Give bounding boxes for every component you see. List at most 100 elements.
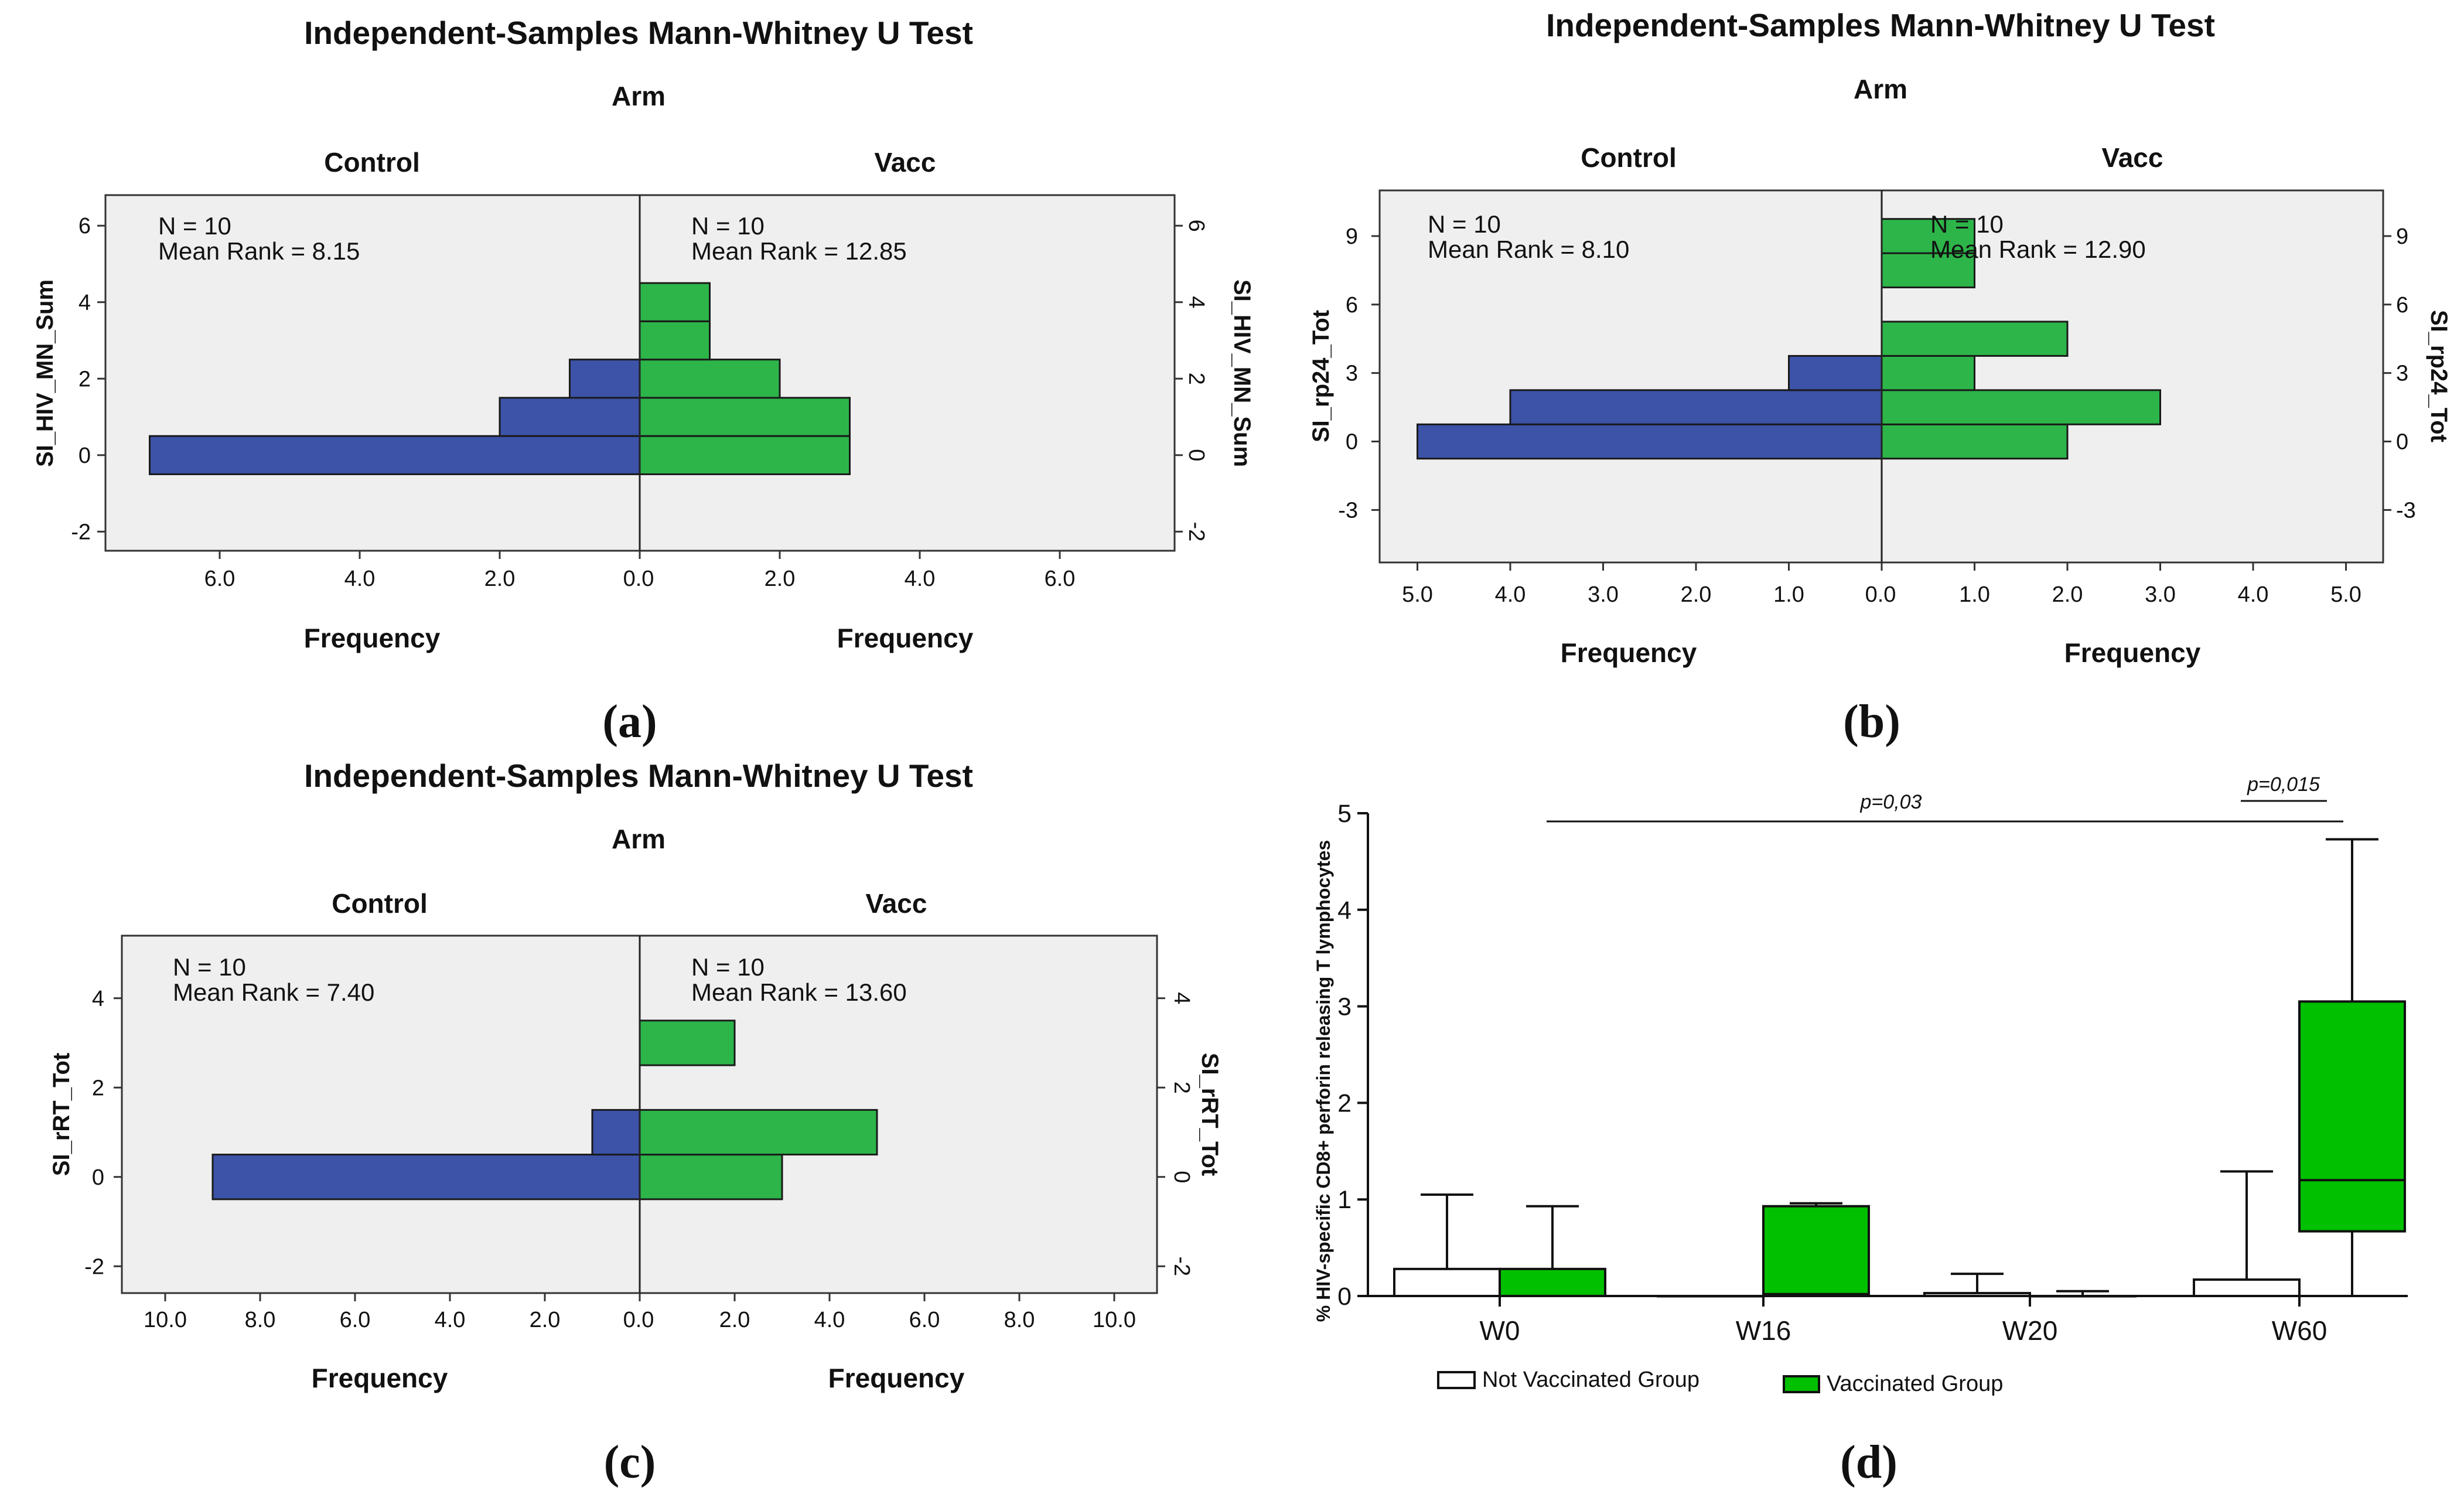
x-tick-label-left: 2.0 <box>1681 582 1712 607</box>
panel-a-title: Independent-Samples Mann-Whitney U Test <box>304 15 973 51</box>
y-tick-label-right: 2 <box>1184 373 1209 385</box>
panel-b-y-axis-label-left: SI_rp24_Tot <box>1308 310 1334 442</box>
panel-d-y-tick-label: 2 <box>1337 1089 1352 1117</box>
panel-a-label: (a) <box>602 696 657 748</box>
panel-b-label: (b) <box>1843 696 1900 748</box>
histogram-bar-control-0 <box>211 1154 641 1201</box>
histogram-bar-control-1 <box>499 397 641 437</box>
panel-b-control-n: N = 10 <box>1428 210 1501 238</box>
x-tick-label-right: 3.0 <box>2145 582 2176 607</box>
histogram-bar-vacc-2 <box>639 359 781 399</box>
box-vaccinated-group-w0 <box>1499 1267 1606 1297</box>
x-tick-label-left: 4.0 <box>344 567 376 591</box>
panel-a-x-axis-label-right: Frequency <box>837 623 974 653</box>
y-tick-label-left: -2 <box>71 520 91 544</box>
x-tick-label-right: 2.0 <box>719 1308 750 1332</box>
panel-d-boxes <box>1393 838 2406 1298</box>
x-tick-label-left: 8.0 <box>245 1308 276 1332</box>
panel-c-x-axis-label-right: Frequency <box>828 1363 965 1393</box>
box-not-vaccinated-group-w0 <box>1393 1267 1501 1297</box>
box-not-vaccinated-group-w60 <box>2193 1278 2301 1297</box>
panel-c-title: Independent-Samples Mann-Whitney U Test <box>304 758 973 794</box>
histogram-bar-vacc-3 <box>639 320 711 361</box>
histogram-bar-vacc-1 <box>1881 389 2161 425</box>
panel-a-x-axis-label-left: Frequency <box>304 623 441 653</box>
y-tick-label-right: 4 <box>1169 992 1194 1004</box>
y-tick-label-right: -2 <box>1169 1256 1194 1276</box>
panel-b-control-mean-rank: Mean Rank = 8.10 <box>1428 236 1629 263</box>
x-tick-label-left: 0.0 <box>623 1308 654 1332</box>
histogram-bar-vacc-2 <box>1881 354 1975 391</box>
x-tick-label-right: 1.0 <box>1959 582 1990 607</box>
box-vaccinated-group-w60 <box>2298 1000 2406 1233</box>
panel-d-axes: 0 1 2 3 4 5 W0 W16 W20 W60 <box>1337 800 2408 1346</box>
panel-d-y-tick-label: 0 <box>1337 1283 1352 1311</box>
panel-d-annotations <box>1547 800 2343 823</box>
y-tick-label-left: 0 <box>1346 430 1358 455</box>
x-tick-label-right: 6.0 <box>1045 567 1076 591</box>
y-tick-label-right: 2 <box>1169 1082 1194 1094</box>
panel-b-bars <box>1417 218 2161 460</box>
x-tick-label-left: 10.0 <box>144 1308 187 1332</box>
histogram-bar-control-2 <box>569 359 641 399</box>
panel-d-y-tick-label: 4 <box>1337 896 1352 925</box>
panel-c-vacc-mean-rank: Mean Rank = 13.60 <box>691 978 907 1006</box>
y-tick-label-left: 9 <box>1346 224 1358 249</box>
histogram-bar-vacc-1 <box>639 1109 878 1156</box>
histogram-bar-control-2 <box>1788 354 1883 391</box>
panel-b-vacc-n: N = 10 <box>1930 210 2004 238</box>
histogram-bar-vacc-1 <box>639 397 851 437</box>
panel-c-bars <box>211 1019 878 1201</box>
panel-a: Independent-Samples Mann-Whitney U Test … <box>32 15 1255 748</box>
y-tick-label-right: 6 <box>1184 220 1209 232</box>
y-tick-label-right: 0 <box>1169 1171 1194 1183</box>
histogram-bar-vacc-4 <box>1881 252 1975 289</box>
panel-d-y-tick-label: 3 <box>1337 993 1352 1021</box>
x-tick-label-left: 0.0 <box>623 567 654 591</box>
panel-b-x-axis-label-right: Frequency <box>2064 637 2201 668</box>
y-tick-label-left: 4 <box>92 987 104 1011</box>
y-tick-label-right: 9 <box>2396 224 2408 249</box>
y-tick-label-right: 3 <box>2396 361 2408 386</box>
x-tick-label-left: 4.0 <box>435 1308 466 1332</box>
panel-d: 0 1 2 3 4 5 W0 W16 W20 W60 p=0,03 p=0,015 % HIV-s… <box>1313 773 2408 1488</box>
histogram-bar-control-1 <box>1509 389 1883 425</box>
panel-d-category-label-w60: W60 <box>2272 1315 2328 1346</box>
panel-b-vacc-header: Vacc <box>2102 142 2163 173</box>
panel-d-category-label-w0: W0 <box>1480 1315 1520 1346</box>
panel-d-label: (d) <box>1840 1437 1898 1488</box>
x-tick-label-right: 5.0 <box>2330 582 2361 607</box>
legend-label-not-vaccinated: Not Vaccinated Group <box>1482 1367 1699 1392</box>
y-tick-label-left: 6 <box>79 214 91 238</box>
histogram-bar-control-1 <box>591 1109 641 1156</box>
x-tick-label-right: 10.0 <box>1093 1308 1136 1332</box>
x-tick-label-left: 3.0 <box>1588 582 1619 607</box>
histogram-bar-vacc-0 <box>639 435 851 475</box>
x-tick-label-right: 4.0 <box>905 567 936 591</box>
x-tick-label-left: 0.0 <box>1865 582 1896 607</box>
y-tick-label-right: -2 <box>1184 521 1209 541</box>
y-tick-label-left: 0 <box>79 444 91 468</box>
legend-label-vaccinated: Vaccinated Group <box>1827 1372 2003 1396</box>
panel-b-title: Independent-Samples Mann-Whitney U Test <box>1546 7 2215 43</box>
p-value-label-w60: p=0,015 <box>2247 773 2320 796</box>
panel-a-control-header: Control <box>324 147 420 178</box>
panel-d-category-label-w16: W16 <box>1736 1315 1791 1346</box>
panel-c-group-variable: Arm <box>612 824 666 854</box>
panel-c-x-axis-label-left: Frequency <box>312 1363 448 1393</box>
x-tick-label-left: 5.0 <box>1402 582 1433 607</box>
x-tick-label-right: 2.0 <box>765 567 796 591</box>
y-tick-label-left: -2 <box>84 1254 104 1279</box>
panel-b-group-variable: Arm <box>1854 74 1907 104</box>
panel-d-y-axis-label: % HIV-specific CD8+ perforin releasing T… <box>1313 840 1334 1322</box>
x-tick-label-left: 2.0 <box>530 1308 561 1332</box>
panel-c-vacc-n: N = 10 <box>691 953 765 981</box>
x-tick-label-right: 8.0 <box>1004 1308 1035 1332</box>
box-vaccinated-group-w16 <box>1762 1205 1870 1298</box>
panel-c-control-header: Control <box>332 888 428 919</box>
panel-a-control-mean-rank: Mean Rank = 8.15 <box>158 237 360 265</box>
panel-a-bars <box>149 282 851 475</box>
panel-a-vacc-n: N = 10 <box>691 212 765 240</box>
panel-a-vacc-header: Vacc <box>875 147 936 178</box>
